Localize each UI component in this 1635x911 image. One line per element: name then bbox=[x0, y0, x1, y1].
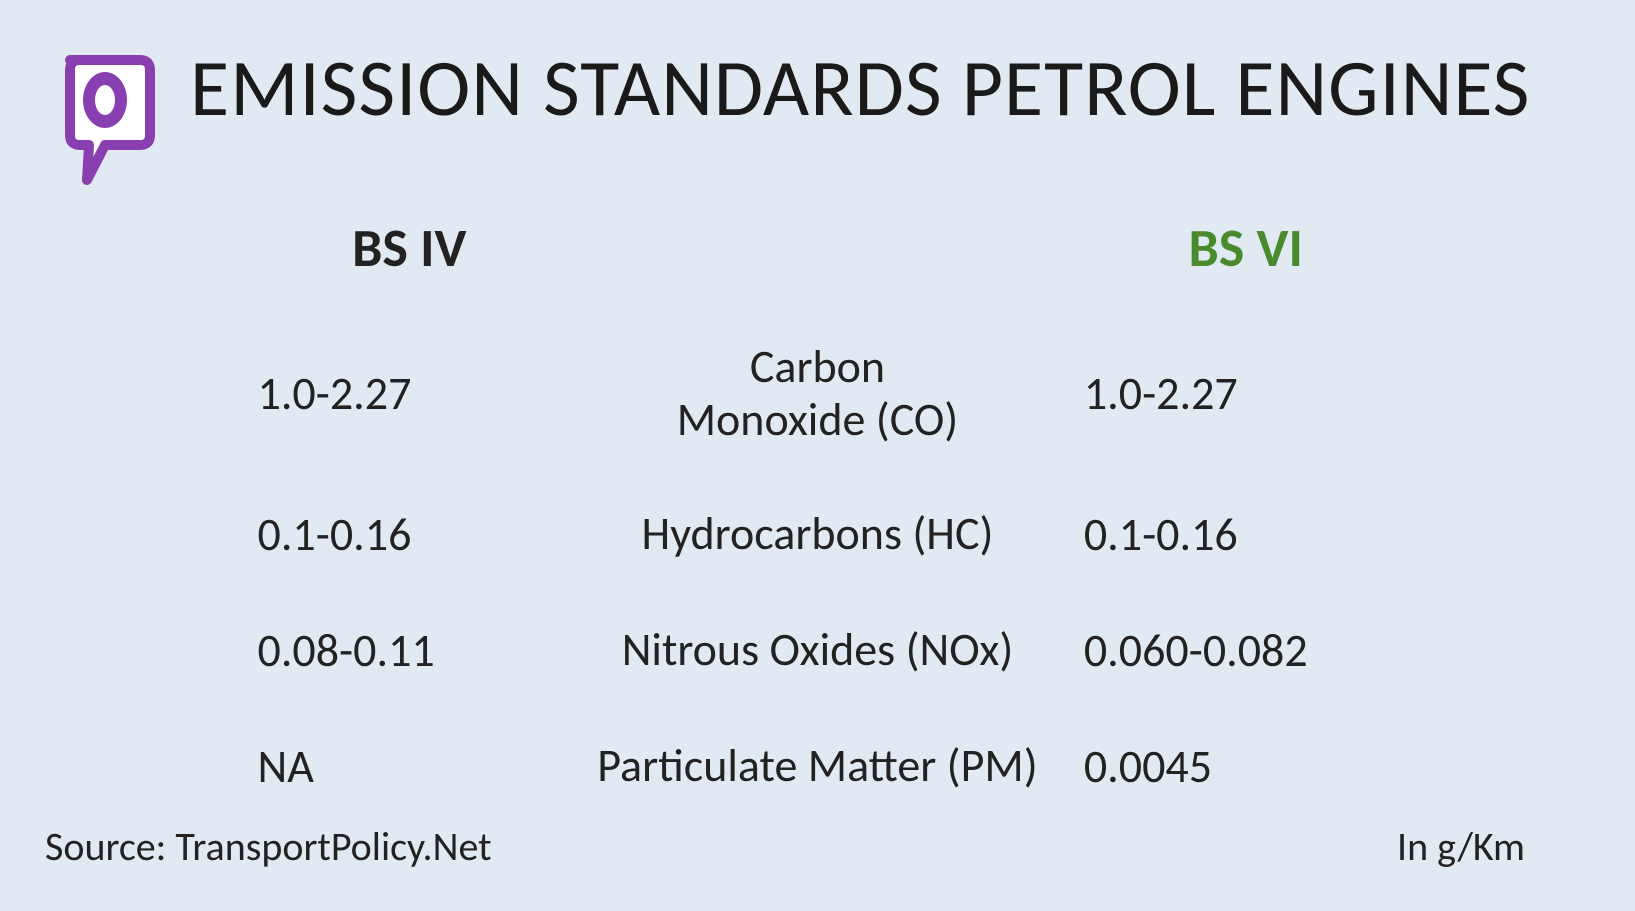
quint-logo-icon bbox=[50, 50, 160, 195]
table-row: NA bbox=[218, 739, 582, 795]
table-row: 0.1-0.16 bbox=[1054, 507, 1418, 563]
table-row: Hydrocarbons (HC) bbox=[581, 508, 1054, 561]
table-row: Nitrous Oxides (NOx) bbox=[581, 624, 1054, 677]
table-row: Carbon Monoxide (CO) bbox=[581, 341, 1054, 447]
column-header-bs4: BS IV bbox=[218, 215, 582, 281]
table-row: 1.0-2.27 bbox=[1054, 366, 1418, 422]
units-label: In g/Km bbox=[1397, 822, 1525, 871]
table-row: 0.08-0.11 bbox=[218, 623, 582, 679]
source-attribution: Source: TransportPolicy.Net bbox=[45, 822, 492, 871]
table-row: 0.060-0.082 bbox=[1054, 623, 1418, 679]
table-row: Particulate Matter (PM) bbox=[581, 740, 1054, 793]
page-title: EMISSION STANDARDS PETROL ENGINES bbox=[190, 40, 1530, 137]
column-header-bs6: BS VI bbox=[1054, 215, 1418, 281]
header: EMISSION STANDARDS PETROL ENGINES bbox=[0, 0, 1635, 195]
table-row: 0.0045 bbox=[1054, 739, 1418, 795]
table-row: 1.0-2.27 bbox=[218, 366, 582, 422]
table-row: 0.1-0.16 bbox=[218, 507, 582, 563]
emissions-table: BS IV BS VI 1.0-2.27 Carbon Monoxide (CO… bbox=[218, 215, 1418, 795]
